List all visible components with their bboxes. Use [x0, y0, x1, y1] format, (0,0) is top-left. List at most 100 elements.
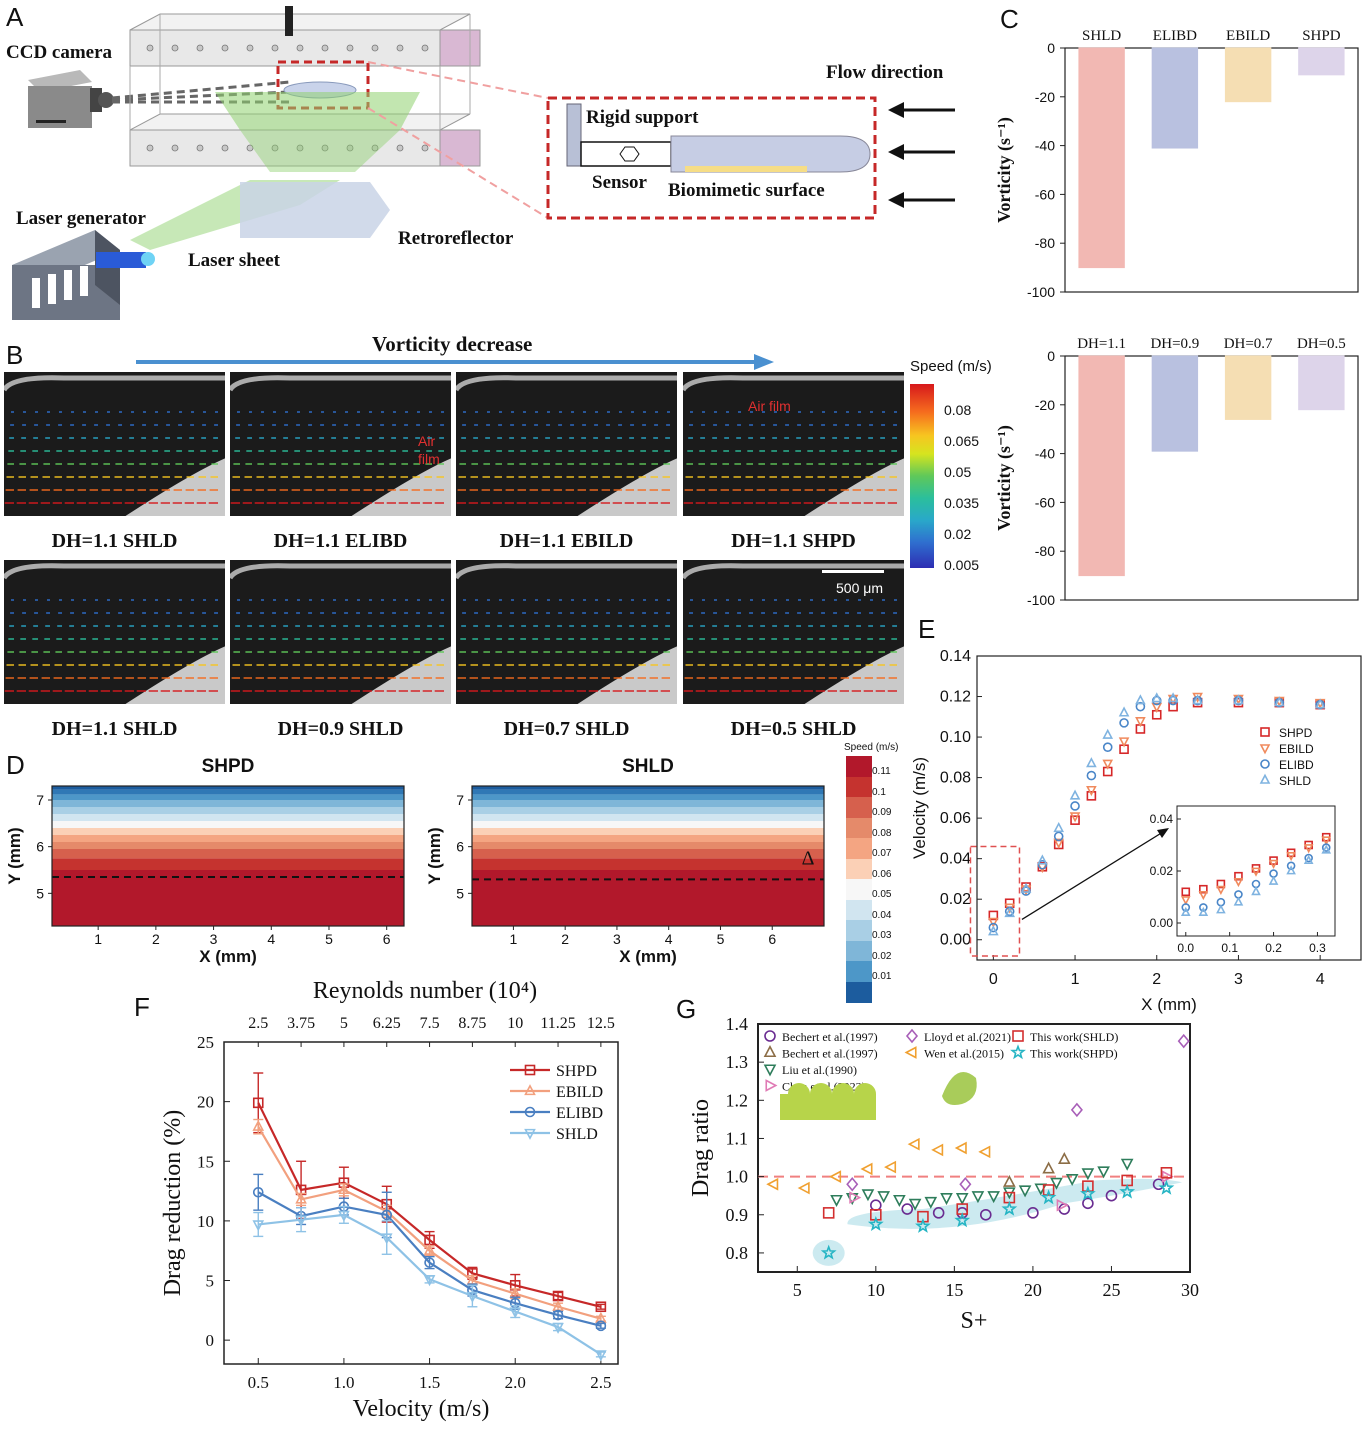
- bar-3: [1298, 47, 1345, 76]
- data-point: [867, 1215, 884, 1232]
- legend-label: Wen et al.(2015): [924, 1047, 1004, 1061]
- b-colorbar: [910, 384, 934, 568]
- x-tick-label: 2: [1152, 971, 1161, 988]
- plot-frame: [51, 785, 405, 927]
- category-label: DH=1.1: [1077, 336, 1126, 352]
- data-point-SHLD: [1020, 882, 1032, 893]
- contour-band: [52, 870, 404, 926]
- piv-caption: DH=1.1 ELIBD: [273, 530, 408, 552]
- label-laser-sheet: Laser sheet: [188, 250, 280, 271]
- data-point-EBILD: [1135, 717, 1146, 728]
- x-tick-label: 6: [383, 931, 391, 947]
- zoom-region-box: [969, 845, 1021, 957]
- y-tick-label: -20: [1035, 397, 1055, 413]
- data-point-EBILD: [1053, 838, 1065, 849]
- bright-region: [577, 646, 677, 704]
- d-colorbar-tick: 0.1: [872, 786, 886, 798]
- legend-label: EBILD: [1279, 742, 1314, 756]
- inset-point-EBILD: [1233, 877, 1244, 888]
- data-point-SHLD: [988, 925, 999, 936]
- legend-label: ELIBD: [556, 1105, 603, 1122]
- data-point: [1050, 1177, 1063, 1190]
- x-tick-label: 2.0: [505, 1373, 526, 1392]
- category-label: EBILD: [1226, 28, 1270, 44]
- inset-point-ELIBD: [1199, 903, 1208, 912]
- plot-frame: [471, 785, 825, 927]
- piv-image-1-2: [230, 372, 451, 516]
- inset-x-tick-label: 0.3: [1309, 941, 1326, 955]
- x-tick-label: 5: [717, 931, 725, 947]
- data-point-SHLD: [1004, 907, 1016, 918]
- bar-1: [1151, 47, 1199, 149]
- label-retroreflector: Retroreflector: [398, 228, 514, 249]
- legend-label: SHPD: [1279, 726, 1313, 740]
- delta-symbol: Δ: [802, 847, 815, 869]
- x-tick-label: 15: [945, 1280, 963, 1300]
- plot-frame: [757, 1023, 1191, 1273]
- inset-point-SHLD: [1233, 896, 1244, 906]
- velocity-profile-chart: 0 1 2 3 4 0.00 0.02 0.04 0.06 0.08 0.10 0.12 0.14 X (…: [910, 648, 1362, 1014]
- piv-image-2-4: [683, 560, 904, 704]
- data-point: [955, 1193, 969, 1206]
- data-point: [907, 1137, 920, 1151]
- legend-label: SHLD: [556, 1126, 598, 1143]
- contour-band: [52, 786, 404, 790]
- y-tick-label: -80: [1035, 235, 1055, 251]
- x-tick-label: 3: [210, 931, 218, 947]
- inset-point-SHLD: [1198, 906, 1209, 917]
- y-axis-label: Drag reduction (%): [160, 1110, 186, 1297]
- plot-frame: [1064, 355, 1359, 601]
- inset-point-ELIBD: [1286, 861, 1296, 871]
- data-point-EBILD: [295, 1192, 307, 1204]
- piv-caption: DH=1.1 SHLD: [51, 530, 178, 552]
- d-colorbar-band: [846, 981, 872, 1003]
- data-point-SHLD: [466, 1291, 479, 1303]
- y-tick-label: 10: [197, 1212, 214, 1231]
- d-colorbar-title: Speed (m/s): [844, 742, 899, 753]
- y-tick-label: 25: [197, 1033, 214, 1052]
- scale-bar-label: 500 μm: [836, 580, 883, 596]
- legend-label: SHLD: [1279, 774, 1311, 788]
- y-tick-label: 0: [206, 1331, 215, 1350]
- legend-marker: [764, 1030, 776, 1042]
- top-wall: [4, 563, 225, 580]
- y-tick-label: 15: [197, 1152, 214, 1171]
- inset-point-EBILD: [1198, 890, 1209, 901]
- data-point-SHLD: [509, 1307, 522, 1319]
- piv-field: [4, 563, 225, 704]
- bright-region: [804, 646, 904, 704]
- ccd-camera-icon: [28, 70, 114, 128]
- data-point-EBILD: [423, 1243, 436, 1255]
- series-line-EBILD: [257, 1126, 602, 1320]
- data-point-EBILD: [252, 1119, 265, 1131]
- x-tick-label: 4: [1316, 971, 1325, 988]
- x-tick-label: 20: [1024, 1280, 1042, 1300]
- piv-field: [4, 375, 225, 516]
- inset-point-EBILD: [1268, 859, 1279, 869]
- data-point: [1003, 1174, 1016, 1187]
- inset-y-tick-label: 0.00: [1150, 916, 1174, 930]
- data-point: [901, 1203, 914, 1215]
- inset-point-SHPD: [1199, 884, 1208, 894]
- b-colorbar-tick: 0.05: [944, 464, 972, 480]
- data-point: [1001, 1200, 1018, 1216]
- data-point-SHPD: [595, 1301, 607, 1313]
- shpd-highlight-region: [847, 1178, 1183, 1229]
- data-point-ELIBD: [595, 1320, 607, 1332]
- top-tick-label: 3.75: [287, 1015, 315, 1032]
- legend-marker: [1259, 744, 1271, 755]
- d-colorbar-band: [846, 838, 872, 859]
- data-point: [1152, 1178, 1165, 1191]
- x-tick-label: 10: [867, 1280, 885, 1300]
- data-point-EBILD: [1086, 785, 1097, 797]
- data-point-SHLD: [295, 1215, 307, 1227]
- bright-region: [125, 646, 225, 704]
- x-axis-label: S+: [961, 1308, 988, 1334]
- bright-region: [804, 458, 904, 516]
- legend-marker: [905, 1028, 919, 1044]
- contour-band: [52, 814, 404, 821]
- y-tick-label: 6: [36, 839, 44, 855]
- d-colorbar-tick: 0.01: [872, 971, 892, 983]
- d-colorbar-band: [846, 899, 872, 921]
- legend-marker: [904, 1046, 917, 1059]
